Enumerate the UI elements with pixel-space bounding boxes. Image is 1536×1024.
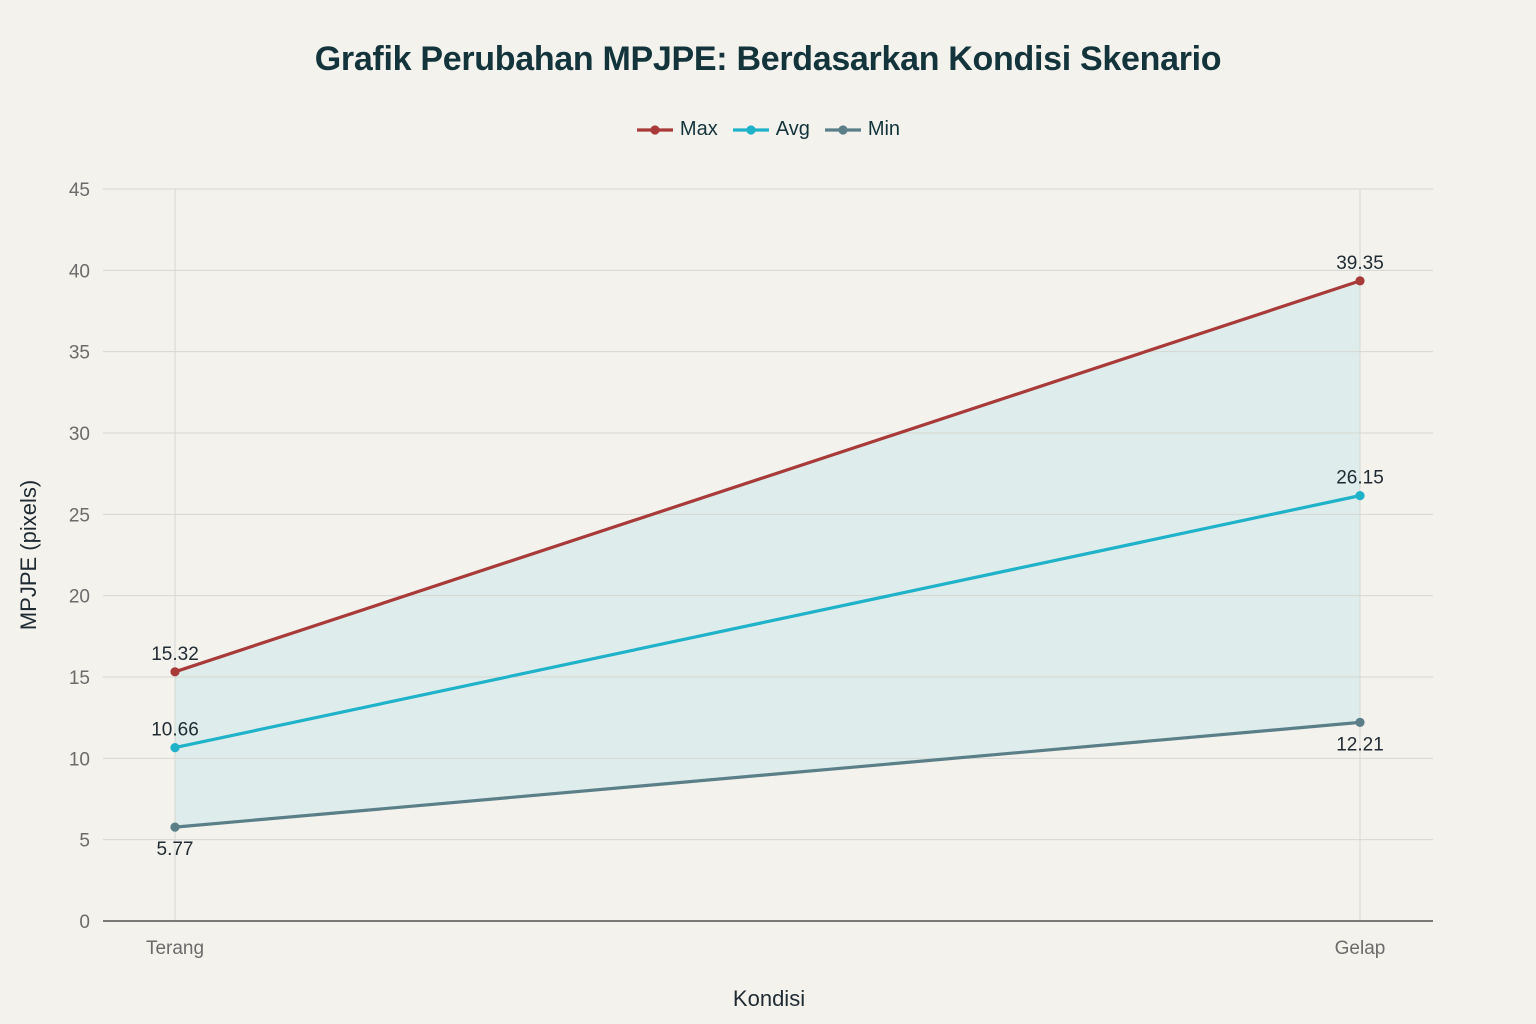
data-label-avg: 26.15 [1336,468,1384,489]
data-point-min [1355,717,1365,727]
legend-swatch [824,124,861,135]
legend-label: Avg [775,118,810,140]
y-tick-label: 15 [69,668,90,689]
legend-label: Max [679,118,718,140]
data-point-min [170,822,180,832]
y-tick-label: 40 [69,261,90,282]
series-line-avg [174,494,1361,750]
legend-item-max[interactable]: Max [636,118,718,141]
y-tick-label: 45 [69,180,90,201]
y-tick-label: 35 [69,343,90,364]
data-point-avg [1355,491,1365,501]
data-point-max [1355,276,1365,286]
shaded-band [175,280,1360,828]
legend-item-avg[interactable]: Avg [732,118,810,141]
x-axis-title: Kondisi [733,986,805,1011]
y-tick-label: 5 [79,831,90,852]
y-axis-title: MPJPE (pixels) [16,480,41,630]
legend-label: Min [867,118,901,140]
x-tick-label: Gelap [1335,938,1386,959]
legend-swatch [636,124,673,135]
data-label-max: 15.32 [151,644,199,665]
data-label-avg: 10.66 [151,720,199,741]
chart-title: Grafik Perubahan MPJPE: Berdasarkan Kond… [314,40,1222,78]
legend: Max Avg Min [0,118,1536,141]
data-label-min: 5.77 [157,839,194,860]
y-tick-label: 25 [69,505,90,526]
data-point-avg [170,742,180,753]
legend-swatch [732,124,769,135]
data-label-min: 12.21 [1336,734,1384,755]
data-point-max [170,667,180,677]
data-label-max: 39.35 [1336,253,1384,274]
series-line-min [174,720,1361,829]
y-tick-label: 30 [69,424,90,445]
x-tick-label: Terang [146,938,204,959]
y-tick-label: 20 [69,587,90,608]
y-tick-label: 0 [79,912,90,933]
legend-item-min[interactable]: Min [824,118,900,141]
y-tick-label: 10 [69,749,90,770]
series-line-max [174,279,1361,674]
